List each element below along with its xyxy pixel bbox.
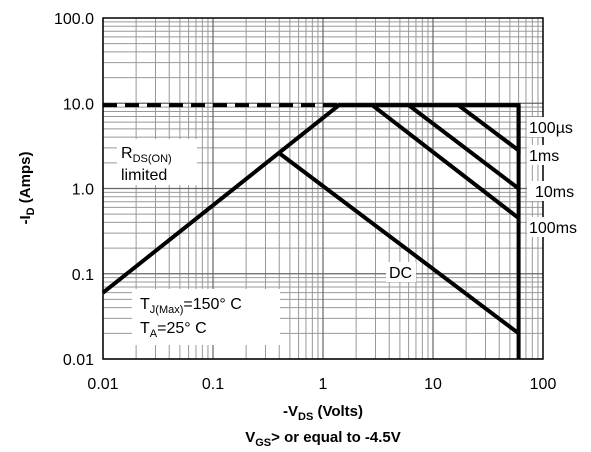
- y-tick-label: 0.01: [63, 352, 94, 369]
- y-tick-label: 0.1: [72, 267, 94, 284]
- label-dc-bg: [386, 262, 416, 282]
- label-1ms-bg: [527, 145, 569, 165]
- soa-curve-1ms: [407, 103, 520, 191]
- x-tick-label: 0.01: [87, 376, 118, 393]
- soa-curve-10ms: [370, 103, 520, 220]
- x-tick-labels: 0.01 0.1 1 10 100: [87, 376, 556, 393]
- rdson-limited-label: limited: [121, 167, 167, 184]
- label-100ms-bg: [527, 217, 589, 237]
- rdson-label-bg: [117, 139, 197, 185]
- rdson-label: RDS(ON): [121, 145, 172, 165]
- label-dc: DC: [389, 265, 412, 282]
- label-1ms: 1ms: [529, 148, 559, 165]
- temp-label-bg: [132, 289, 280, 345]
- soa-curve-dc: [277, 151, 520, 335]
- label-100us-bg: [527, 117, 581, 137]
- label-10ms-bg: [527, 181, 579, 201]
- x-tick-label: 10: [424, 376, 442, 393]
- tj-label: TJ(Max)=150° C: [140, 296, 242, 316]
- x-tick-label: 100: [530, 376, 557, 393]
- label-100ms: 100ms: [529, 220, 577, 237]
- y-tick-label: 10.0: [63, 96, 94, 113]
- y-tick-label: 100.0: [54, 11, 94, 28]
- label-100us: 100µs: [529, 120, 573, 137]
- vgs-footnote: VGS> or equal to -4.5V: [245, 429, 401, 449]
- ta-label: TA=25° C: [140, 320, 207, 340]
- y-tick-label: 1.0: [72, 182, 94, 199]
- y-axis-title: -ID (Amps): [17, 152, 37, 225]
- soa-curve-100ms: [101, 103, 521, 359]
- x-axis-title: -VDS (Volts): [283, 403, 363, 423]
- soa-curves: [101, 103, 521, 359]
- label-10ms: 10ms: [535, 184, 574, 201]
- x-tick-label: 0.1: [202, 376, 224, 393]
- x-tick-label: 1: [319, 376, 328, 393]
- y-tick-labels: 100.0 10.0 1.0 0.1 0.01: [54, 11, 94, 369]
